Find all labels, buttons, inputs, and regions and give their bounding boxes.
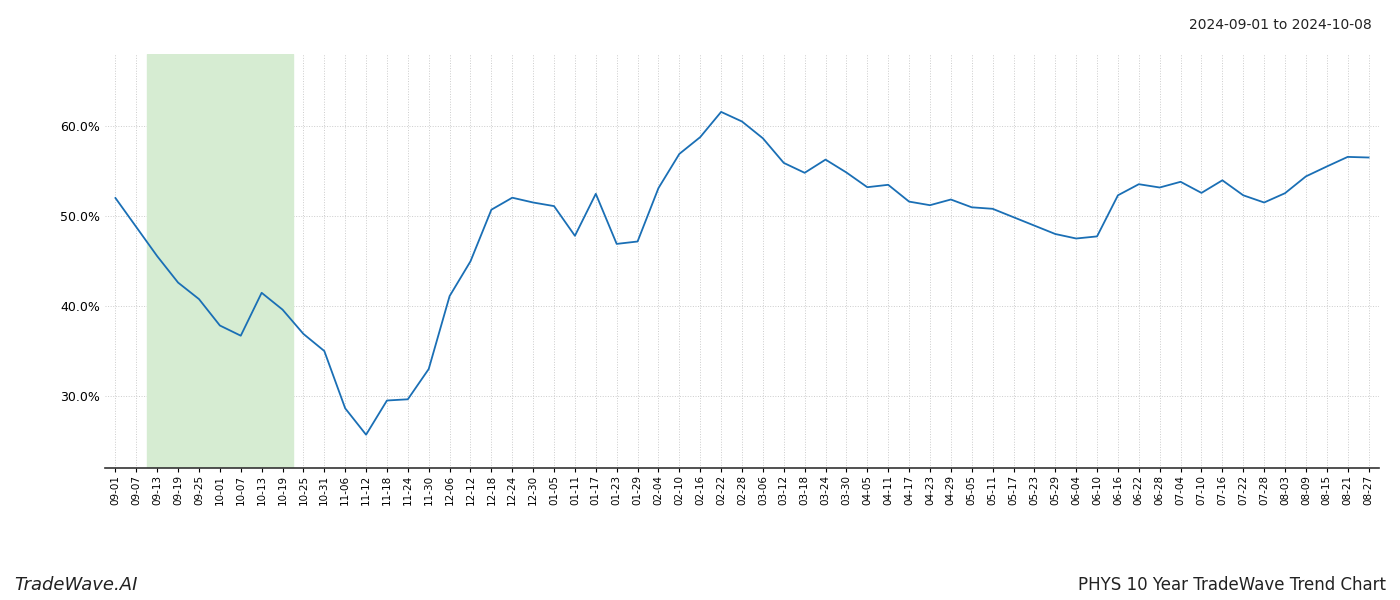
Text: 2024-09-01 to 2024-10-08: 2024-09-01 to 2024-10-08	[1189, 18, 1372, 32]
Bar	[147, 54, 293, 468]
Text: TradeWave.AI: TradeWave.AI	[14, 576, 137, 594]
Text: PHYS 10 Year TradeWave Trend Chart: PHYS 10 Year TradeWave Trend Chart	[1078, 576, 1386, 594]
